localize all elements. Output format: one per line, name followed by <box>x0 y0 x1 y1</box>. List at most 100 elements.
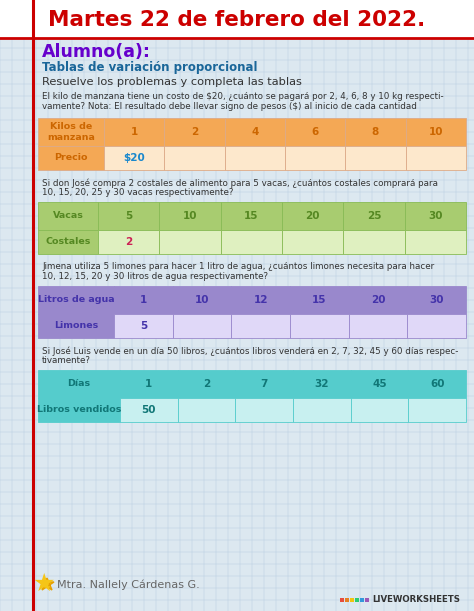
Text: 10: 10 <box>195 295 209 305</box>
Bar <box>355 598 359 602</box>
Bar <box>221 202 282 230</box>
Text: 6: 6 <box>311 127 319 137</box>
Text: 1: 1 <box>145 379 153 389</box>
Bar <box>343 202 405 230</box>
Text: Resuelve los problemas y completa las tablas: Resuelve los problemas y completa las ta… <box>42 77 302 87</box>
Text: Si José Luis vende en un día 50 libros, ¿cuántos libros venderá en 2, 7, 32, 45 : Si José Luis vende en un día 50 libros, … <box>42 346 458 356</box>
Bar <box>345 598 349 602</box>
Bar <box>114 286 173 314</box>
Text: 50: 50 <box>142 405 156 415</box>
Text: Si don José compra 2 costales de alimento para 5 vacas, ¿cuántos costales compra: Si don José compra 2 costales de aliment… <box>42 178 438 188</box>
Text: 20: 20 <box>371 295 385 305</box>
Bar <box>405 230 466 254</box>
Bar <box>38 118 104 146</box>
Text: 10, 15, 20, 25 y 30 vacas respectivamente?: 10, 15, 20, 25 y 30 vacas respectivament… <box>42 188 234 197</box>
Text: 15: 15 <box>244 211 259 221</box>
Text: 60: 60 <box>430 379 445 389</box>
Text: 15: 15 <box>312 295 327 305</box>
Text: 5: 5 <box>125 211 132 221</box>
Text: Litros de agua: Litros de agua <box>38 296 114 304</box>
Bar <box>235 370 293 398</box>
Text: 2: 2 <box>191 127 198 137</box>
Text: Vacas: Vacas <box>53 211 83 221</box>
Text: LIVEWORKSHEETS: LIVEWORKSHEETS <box>372 596 460 604</box>
Bar <box>407 314 466 338</box>
Bar <box>38 230 98 254</box>
Bar <box>290 286 349 314</box>
Bar <box>164 146 225 170</box>
Bar <box>406 118 466 146</box>
Text: Tablas de variación proporcional: Tablas de variación proporcional <box>42 62 257 75</box>
Bar <box>159 202 221 230</box>
Text: 30: 30 <box>428 211 443 221</box>
Text: vamente? Nota: El resultado debe llevar signo de pesos ($) al inicio de cada can: vamente? Nota: El resultado debe llevar … <box>42 102 417 111</box>
Text: Kilos de
manzana: Kilos de manzana <box>47 122 95 142</box>
Bar <box>104 146 164 170</box>
Bar <box>231 286 290 314</box>
Bar <box>406 146 466 170</box>
Bar <box>290 314 349 338</box>
Text: Alumno(a):: Alumno(a): <box>42 43 151 61</box>
Text: 1: 1 <box>130 127 138 137</box>
Bar <box>114 314 173 338</box>
Bar <box>173 286 231 314</box>
Text: El kilo de manzana tiene un costo de $20, ¿cuánto se pagará por 2, 4, 6, 8 y 10 : El kilo de manzana tiene un costo de $20… <box>42 92 444 101</box>
Bar <box>407 286 466 314</box>
Bar <box>38 202 98 230</box>
Bar <box>235 398 293 422</box>
Text: 4: 4 <box>251 127 258 137</box>
Text: 20: 20 <box>305 211 320 221</box>
Bar <box>164 118 225 146</box>
Bar <box>38 370 120 398</box>
Text: 12: 12 <box>254 295 268 305</box>
Bar <box>349 314 407 338</box>
Bar <box>285 118 346 146</box>
Text: tivamente?: tivamente? <box>42 356 91 365</box>
Bar <box>231 314 290 338</box>
Text: 10: 10 <box>183 211 197 221</box>
Text: 30: 30 <box>429 295 444 305</box>
Bar <box>221 230 282 254</box>
Text: 32: 32 <box>315 379 329 389</box>
Bar <box>293 370 351 398</box>
Bar <box>225 118 285 146</box>
Text: Costales: Costales <box>46 238 91 246</box>
Text: 45: 45 <box>372 379 387 389</box>
Bar <box>349 286 407 314</box>
Text: 8: 8 <box>372 127 379 137</box>
Text: ★: ★ <box>33 572 55 596</box>
Text: 5: 5 <box>140 321 147 331</box>
Bar <box>38 286 114 314</box>
Bar <box>178 370 235 398</box>
Bar <box>365 598 369 602</box>
Bar <box>282 202 343 230</box>
Bar <box>351 398 408 422</box>
Text: 7: 7 <box>261 379 268 389</box>
Text: Días: Días <box>67 379 91 389</box>
Bar <box>98 230 159 254</box>
Text: 1: 1 <box>140 295 147 305</box>
Bar <box>408 370 466 398</box>
Bar <box>350 598 354 602</box>
Bar <box>120 370 178 398</box>
Text: 25: 25 <box>367 211 381 221</box>
Bar <box>225 146 285 170</box>
Bar <box>343 230 405 254</box>
Text: $20: $20 <box>123 153 145 163</box>
Text: Precio: Precio <box>54 153 88 163</box>
Text: Mtra. Nallely Cárdenas G.: Mtra. Nallely Cárdenas G. <box>57 580 200 590</box>
Bar <box>340 598 344 602</box>
Bar <box>104 118 164 146</box>
Bar <box>346 118 406 146</box>
Bar <box>0 0 474 38</box>
Bar <box>38 314 114 338</box>
Bar <box>38 146 104 170</box>
Bar <box>293 398 351 422</box>
Bar <box>351 370 408 398</box>
Bar <box>282 230 343 254</box>
Text: Limones: Limones <box>54 321 98 331</box>
Bar <box>360 598 364 602</box>
Bar <box>405 202 466 230</box>
Bar <box>346 146 406 170</box>
Bar <box>173 314 231 338</box>
